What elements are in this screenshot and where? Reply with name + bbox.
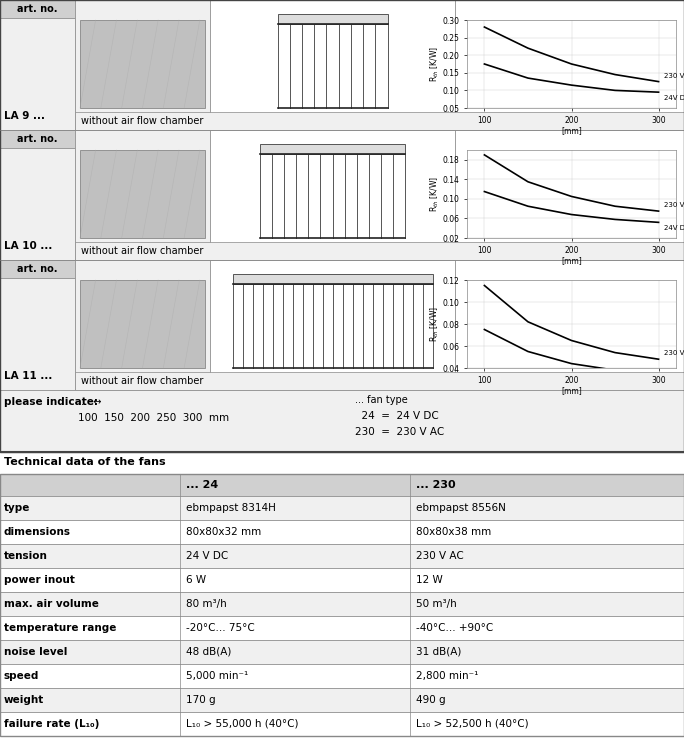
Bar xyxy=(0,0,75,18)
Text: ...  ↔: ... ↔ xyxy=(78,397,101,407)
Text: 170 g: 170 g xyxy=(186,695,215,705)
Bar xyxy=(260,144,405,154)
Bar xyxy=(75,0,210,130)
Text: 100  150  200  250  300  mm: 100 150 200 250 300 mm xyxy=(78,413,229,423)
Text: art. no.: art. no. xyxy=(17,264,57,274)
Text: without air flow chamber: without air flow chamber xyxy=(81,376,203,386)
Text: L₁₀ > 52,500 h (40°C): L₁₀ > 52,500 h (40°C) xyxy=(416,719,529,729)
Bar xyxy=(0,712,684,736)
Bar xyxy=(0,130,75,148)
Text: 80x80x32 mm: 80x80x32 mm xyxy=(186,527,261,537)
Bar xyxy=(75,112,684,130)
Bar xyxy=(80,150,205,238)
Bar xyxy=(0,616,684,640)
Bar xyxy=(210,260,455,390)
Bar xyxy=(210,0,455,130)
Text: 230  =  230 V AC: 230 = 230 V AC xyxy=(355,427,444,437)
Text: max. air volume: max. air volume xyxy=(4,599,99,609)
Bar xyxy=(0,496,684,520)
Text: -20°C... 75°C: -20°C... 75°C xyxy=(186,623,254,633)
Bar xyxy=(0,520,684,544)
Text: 48 dB(A): 48 dB(A) xyxy=(186,647,231,657)
Text: 50 m³/h: 50 m³/h xyxy=(416,599,457,609)
Bar xyxy=(0,0,684,452)
Bar xyxy=(455,260,684,390)
Text: ... 24: ... 24 xyxy=(186,480,218,490)
Y-axis label: R$_{th}$ [K/W]: R$_{th}$ [K/W] xyxy=(428,306,441,342)
Text: failure rate (L₁₀): failure rate (L₁₀) xyxy=(4,719,99,729)
Text: 230 V AC: 230 V AC xyxy=(664,202,684,208)
Y-axis label: R$_{th}$ [K/W]: R$_{th}$ [K/W] xyxy=(428,46,441,82)
Bar xyxy=(0,474,684,736)
Text: 24  =  24 V DC: 24 = 24 V DC xyxy=(355,411,438,421)
Text: 2,800 min⁻¹: 2,800 min⁻¹ xyxy=(416,671,478,681)
Bar xyxy=(0,568,684,592)
X-axis label: [mm]: [mm] xyxy=(561,126,582,135)
Bar xyxy=(0,592,684,616)
Bar xyxy=(455,130,684,260)
Text: art. no.: art. no. xyxy=(17,4,57,14)
Bar xyxy=(0,474,684,496)
Bar xyxy=(210,130,455,260)
Text: 230 V AC: 230 V AC xyxy=(664,350,684,356)
Text: ebmpapst 8314H: ebmpapst 8314H xyxy=(186,503,276,513)
Bar xyxy=(0,688,684,712)
Text: 5,000 min⁻¹: 5,000 min⁻¹ xyxy=(186,671,248,681)
Text: 230 V AC: 230 V AC xyxy=(664,73,684,79)
Bar xyxy=(0,664,684,688)
Text: tension: tension xyxy=(4,551,48,561)
Text: LA 9 ...: LA 9 ... xyxy=(4,111,45,121)
Text: 230 V AC: 230 V AC xyxy=(416,551,464,561)
Bar xyxy=(233,274,432,284)
Text: Technical data of the fans: Technical data of the fans xyxy=(4,457,166,467)
Bar xyxy=(0,390,684,452)
Text: temperature range: temperature range xyxy=(4,623,116,633)
Text: 31 dB(A): 31 dB(A) xyxy=(416,647,462,657)
Y-axis label: R$_{th}$ [K/W]: R$_{th}$ [K/W] xyxy=(428,176,441,212)
Bar xyxy=(0,18,75,130)
Text: without air flow chamber: without air flow chamber xyxy=(81,246,203,256)
Text: power inout: power inout xyxy=(4,575,75,585)
Text: weight: weight xyxy=(4,695,44,705)
Bar xyxy=(278,14,388,24)
Bar xyxy=(0,148,75,260)
Text: LA 11 ...: LA 11 ... xyxy=(4,371,53,381)
Text: type: type xyxy=(4,503,30,513)
Text: LA 10 ...: LA 10 ... xyxy=(4,241,53,251)
Text: 24 V DC: 24 V DC xyxy=(186,551,228,561)
Text: without air flow chamber: without air flow chamber xyxy=(81,116,203,126)
Bar xyxy=(80,20,205,108)
Text: art. no.: art. no. xyxy=(17,134,57,144)
Text: dimensions: dimensions xyxy=(4,527,71,537)
Text: noise level: noise level xyxy=(4,647,68,657)
Text: 12 W: 12 W xyxy=(416,575,443,585)
Text: 80x80x38 mm: 80x80x38 mm xyxy=(416,527,491,537)
Bar xyxy=(75,130,210,260)
Bar xyxy=(75,260,210,390)
X-axis label: [mm]: [mm] xyxy=(561,256,582,265)
Bar xyxy=(80,280,205,368)
Bar xyxy=(455,0,684,130)
Text: ... fan type: ... fan type xyxy=(355,395,408,405)
Bar xyxy=(0,640,684,664)
Text: speed: speed xyxy=(4,671,40,681)
Text: ... 230: ... 230 xyxy=(416,480,456,490)
Text: 24V DC: 24V DC xyxy=(0,743,1,744)
Bar xyxy=(0,544,684,568)
Text: 6 W: 6 W xyxy=(186,575,206,585)
Text: 490 g: 490 g xyxy=(416,695,445,705)
Text: L₁₀ > 55,000 h (40°C): L₁₀ > 55,000 h (40°C) xyxy=(186,719,298,729)
Text: 24V DC: 24V DC xyxy=(664,225,684,231)
Text: -40°C... +90°C: -40°C... +90°C xyxy=(416,623,493,633)
Bar xyxy=(0,260,75,278)
Text: 80 m³/h: 80 m³/h xyxy=(186,599,227,609)
Bar xyxy=(0,278,75,390)
Text: please indicate:: please indicate: xyxy=(4,397,98,407)
Bar xyxy=(75,242,684,260)
X-axis label: [mm]: [mm] xyxy=(561,386,582,395)
Bar xyxy=(75,372,684,390)
Text: 24V DC: 24V DC xyxy=(664,95,684,101)
Text: ebmpapst 8556N: ebmpapst 8556N xyxy=(416,503,506,513)
